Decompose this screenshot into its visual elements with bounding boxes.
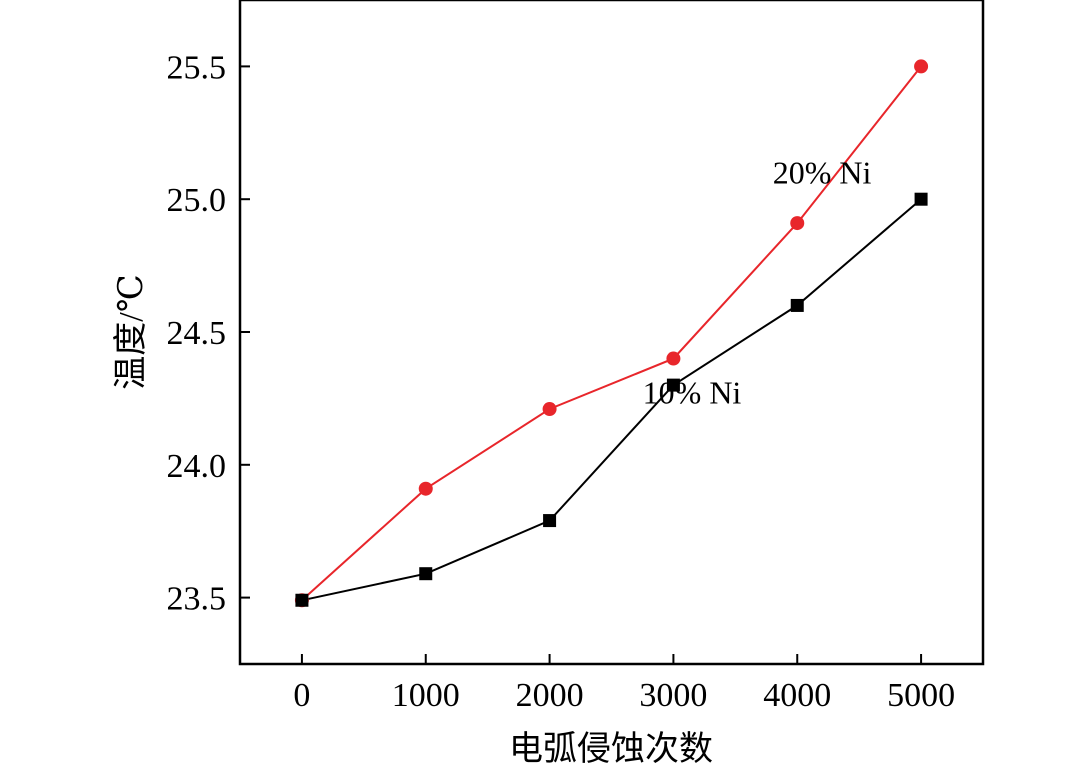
x-axis-ticks: 0 1000 2000 3000 4000 5000 [293,654,955,714]
x-tick-label-4: 4000 [763,677,831,714]
data-point-20-ni-5 [914,59,929,74]
series-lines [301,65,922,602]
y-tick-label-4: 25.5 [167,49,227,86]
data-point-10-ni-5 [914,192,928,206]
data-point-10-ni-4 [790,298,804,312]
series-labels: 20% Ni 10% Ni [643,154,872,410]
data-point-20-ni-2 [542,402,557,417]
series-markers [294,59,929,608]
x-tick-label-0: 0 [293,677,310,714]
plot-frame [238,0,985,666]
series-label-20-ni: 20% Ni [773,154,872,190]
y-tick-label-0: 23.5 [167,581,227,618]
x-tick-label-2: 2000 [516,677,584,714]
series-line-20-ni [301,65,922,602]
data-point-10-ni-0 [295,593,309,607]
data-point-20-ni-3 [666,351,681,366]
y-tick-label-1: 24.0 [167,448,227,485]
x-tick-label-3: 3000 [639,677,707,714]
x-axis-title: 电弧侵蚀次数 [509,730,713,768]
x-tick-label-1: 1000 [392,677,460,714]
y-tick-label-3: 25.0 [167,182,227,219]
series-line-10-ni [301,198,922,602]
y-axis-ticks: 23.5 24.0 24.5 25.0 25.5 [167,49,250,618]
y-tick-label-2: 24.5 [167,315,227,352]
data-point-10-ni-1 [419,567,433,581]
data-point-10-ni-2 [543,514,557,528]
x-tick-label-5: 5000 [887,677,955,714]
data-point-20-ni-4 [790,216,805,231]
series-label-10-ni: 10% Ni [643,375,742,411]
y-axis-title: 温度/℃ [112,274,150,389]
data-point-10-ni-3 [666,378,680,392]
data-point-20-ni-1 [418,481,433,496]
